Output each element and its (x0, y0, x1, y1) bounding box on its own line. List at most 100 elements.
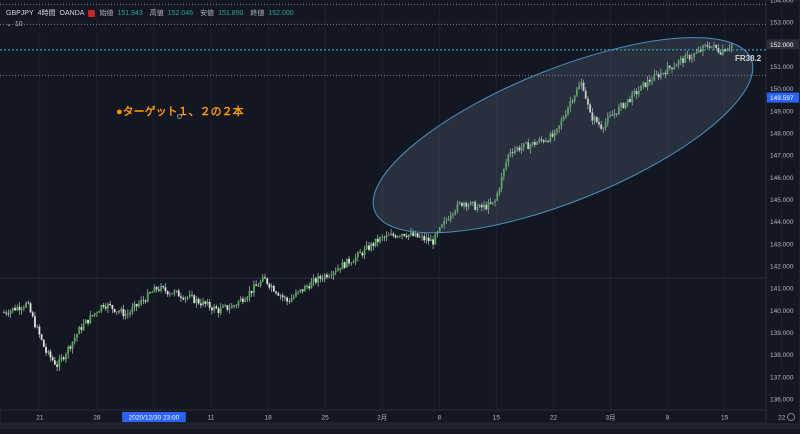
y-tick-label: 151.000 (770, 64, 794, 71)
candle-body (51, 357, 54, 361)
indicator-row[interactable]: ⌄ 10 (6, 20, 23, 29)
candle-body (337, 268, 339, 272)
timeframe-label[interactable]: 4時間 (37, 10, 56, 17)
candle-body (11, 307, 14, 311)
candle-body (613, 113, 616, 116)
candle-body (730, 44, 733, 49)
candle-body (326, 274, 328, 278)
price-axis (765, 0, 800, 430)
candle-body (182, 297, 185, 300)
candle-body (412, 232, 415, 236)
candle-body (469, 201, 472, 205)
candle-body (38, 326, 41, 335)
candle-body (328, 276, 331, 278)
candle-body (456, 203, 459, 212)
marked-price-badge-bg (767, 92, 799, 103)
close-label: 終値 (250, 10, 265, 17)
y-tick-label: 141.000 (770, 286, 794, 293)
candle-body (31, 312, 34, 317)
candle-body (525, 142, 527, 144)
candle-body (166, 291, 169, 295)
flag-icon[interactable] (88, 9, 96, 17)
candle-body (23, 307, 25, 309)
candle-body (213, 306, 216, 311)
x-tick-label: 11 (208, 415, 215, 422)
candle-body (65, 354, 67, 360)
candle-body (653, 74, 656, 81)
candle-body (668, 65, 671, 68)
candle-body (584, 90, 587, 99)
candle-body (569, 101, 572, 108)
current-price-badge-bg (767, 39, 799, 50)
candle-body (571, 101, 574, 102)
candle-body (646, 79, 649, 87)
x-tick-label: 2月 (377, 414, 387, 422)
marked-price-badge: 149.597 (770, 95, 794, 102)
candle-body (275, 291, 277, 294)
candle-body (339, 268, 342, 270)
candle-body (288, 301, 291, 302)
candle-body (368, 245, 370, 250)
candle-body (518, 147, 521, 151)
candle-body (507, 154, 510, 163)
candle-body (27, 302, 30, 304)
candle-body (7, 313, 10, 315)
candle-body (487, 202, 490, 210)
candle-body (509, 152, 512, 155)
candle-body (239, 298, 242, 302)
y-tick-label: 138.000 (770, 352, 794, 359)
candle-body (84, 319, 87, 324)
candle-body (496, 192, 499, 201)
y-tick-label: 144.000 (770, 219, 794, 226)
candle-body (598, 122, 600, 125)
candle-body (180, 296, 182, 298)
candle-body (558, 125, 561, 129)
candle-body (387, 235, 390, 236)
candle-body (699, 50, 702, 52)
candle-body (164, 287, 167, 292)
symbol-name[interactable]: GBPJPY (6, 9, 34, 17)
candle-body (5, 312, 8, 314)
candle-body (637, 90, 640, 95)
collapse-chevron-icon[interactable]: ⌄ (6, 21, 12, 28)
y-tick-label: 140.000 (770, 308, 794, 315)
candle-body (259, 281, 262, 286)
candle-body (560, 120, 563, 126)
candle-body (188, 294, 191, 297)
x-tick-label: 15 (493, 415, 501, 422)
candle-body (626, 98, 629, 103)
candle-body (122, 308, 125, 317)
candle-body (361, 252, 364, 256)
candle-body (168, 293, 171, 295)
candle-body (547, 140, 550, 142)
candle-body (140, 300, 143, 304)
candle-body (425, 237, 428, 241)
candle-body (500, 176, 503, 189)
fr-level-label[interactable]: FR38.2 (735, 54, 762, 63)
candle-body (514, 149, 516, 153)
candle-body (642, 82, 645, 86)
close-value: 152.000 (268, 9, 294, 17)
candle-body (138, 303, 140, 307)
candle-body (264, 277, 266, 279)
candle-body (520, 147, 523, 151)
candle-body (449, 215, 452, 220)
candle-body (483, 204, 485, 208)
candle-body (113, 308, 116, 313)
candle-body (418, 236, 421, 238)
settings-icon[interactable] (787, 413, 795, 421)
target-annotation[interactable]: ●ターゲット１、２の２本 (116, 106, 244, 118)
candle-body (98, 311, 101, 313)
candle-body (314, 278, 317, 283)
candle-body (458, 202, 461, 204)
candle-body (149, 292, 151, 294)
candle-body (352, 261, 355, 263)
candle-body (171, 293, 174, 295)
candle-body (370, 243, 373, 250)
candle-body (246, 297, 249, 300)
candle-body (261, 277, 264, 282)
candle-body (155, 286, 158, 290)
candle-body (25, 302, 28, 308)
